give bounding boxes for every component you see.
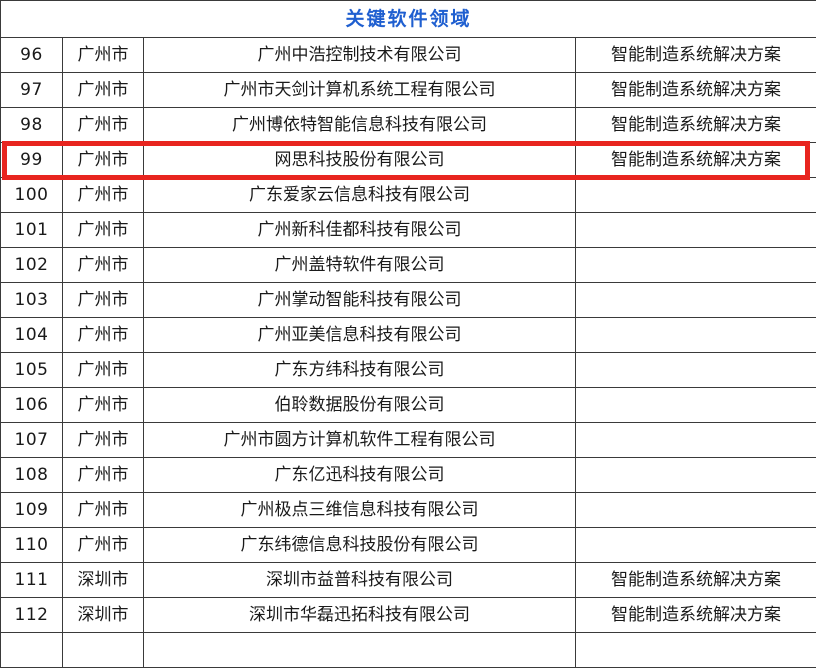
cell-company-name[interactable]: 广州博依特智能信息科技有限公司 [144, 108, 576, 143]
cell-city[interactable]: 广州市 [63, 73, 144, 108]
cell-index[interactable]: 98 [1, 108, 63, 143]
cell-company-name[interactable]: 广东方纬科技有限公司 [144, 353, 576, 388]
cell-company-name[interactable] [144, 633, 576, 668]
cell-key-software-field[interactable]: 智能制造系统解决方案 [576, 38, 816, 73]
cell-index[interactable]: 96 [1, 38, 63, 73]
cell-key-software-field[interactable]: 智能制造系统解决方案 [576, 73, 816, 108]
cell-city[interactable]: 广州市 [63, 248, 144, 283]
cell-index[interactable]: 112 [1, 598, 63, 633]
cell-key-software-field[interactable] [576, 248, 816, 283]
cell-city[interactable]: 广州市 [63, 458, 144, 493]
cell-city[interactable]: 广州市 [63, 178, 144, 213]
cell-city[interactable]: 广州市 [63, 423, 144, 458]
cell-key-software-field[interactable]: 智能制造系统解决方案 [576, 143, 816, 178]
cell-company-name[interactable]: 广东爱家云信息科技有限公司 [144, 178, 576, 213]
cell-key-software-field[interactable] [576, 283, 816, 318]
cell-company-name[interactable]: 广州新科佳都科技有限公司 [144, 213, 576, 248]
cell-company-name[interactable]: 网思科技股份有限公司 [144, 143, 576, 178]
cell-key-software-field[interactable] [576, 178, 816, 213]
cell-company-name[interactable]: 广州市天剑计算机系统工程有限公司 [144, 73, 576, 108]
cell-city[interactable]: 广州市 [63, 528, 144, 563]
cell-key-software-field[interactable]: 智能制造系统解决方案 [576, 598, 816, 633]
cell-city[interactable]: 广州市 [63, 388, 144, 423]
cell-key-software-field[interactable] [576, 633, 816, 668]
cell-key-software-field[interactable]: 智能制造系统解决方案 [576, 108, 816, 143]
cell-index[interactable]: 101 [1, 213, 63, 248]
cell-city[interactable]: 广州市 [63, 38, 144, 73]
cell-city[interactable]: 广州市 [63, 108, 144, 143]
cell-key-software-field[interactable] [576, 388, 816, 423]
cell-key-software-field[interactable] [576, 318, 816, 353]
cell-index[interactable]: 102 [1, 248, 63, 283]
cell-city[interactable]: 广州市 [63, 283, 144, 318]
cell-index[interactable]: 106 [1, 388, 63, 423]
cell-company-name[interactable]: 广州市圆方计算机软件工程有限公司 [144, 423, 576, 458]
cell-index[interactable]: 109 [1, 493, 63, 528]
cell-company-name[interactable]: 深圳市华磊迅拓科技有限公司 [144, 598, 576, 633]
cell-city[interactable]: 广州市 [63, 318, 144, 353]
cell-company-name[interactable]: 广州极点三维信息科技有限公司 [144, 493, 576, 528]
cell-index[interactable]: 108 [1, 458, 63, 493]
cell-company-name[interactable]: 广州掌动智能科技有限公司 [144, 283, 576, 318]
cell-key-software-field[interactable] [576, 493, 816, 528]
cell-company-name[interactable]: 广东亿迅科技有限公司 [144, 458, 576, 493]
cell-index[interactable]: 99 [1, 143, 63, 178]
cell-city[interactable]: 广州市 [63, 353, 144, 388]
cell-company-name[interactable]: 广州中浩控制技术有限公司 [144, 38, 576, 73]
cell-index[interactable]: 107 [1, 423, 63, 458]
cell-index[interactable]: 100 [1, 178, 63, 213]
cell-city[interactable]: 广州市 [63, 213, 144, 248]
cell-index[interactable]: 103 [1, 283, 63, 318]
cell-key-software-field[interactable] [576, 528, 816, 563]
cell-company-name[interactable]: 广州盖特软件有限公司 [144, 248, 576, 283]
table-title-row: 关键软件领域 [1, 1, 816, 38]
cell-city[interactable]: 深圳市 [63, 563, 144, 598]
cell-city[interactable]: 深圳市 [63, 598, 144, 633]
cell-key-software-field[interactable] [576, 423, 816, 458]
table-row[interactable] [1, 633, 816, 668]
cell-company-name[interactable]: 广东纬德信息科技股份有限公司 [144, 528, 576, 563]
cell-index[interactable]: 97 [1, 73, 63, 108]
cell-city[interactable]: 广州市 [63, 143, 144, 178]
cell-key-software-field[interactable] [576, 458, 816, 493]
cell-city[interactable] [63, 633, 144, 668]
cell-company-name[interactable]: 伯聆数据股份有限公司 [144, 388, 576, 423]
cell-company-name[interactable]: 深圳市益普科技有限公司 [144, 563, 576, 598]
page-title: 关键软件领域 [1, 1, 816, 38]
cell-index[interactable] [1, 633, 63, 668]
cell-index[interactable]: 105 [1, 353, 63, 388]
cell-index[interactable]: 111 [1, 563, 63, 598]
cell-key-software-field[interactable]: 智能制造系统解决方案 [576, 563, 816, 598]
cell-index[interactable]: 104 [1, 318, 63, 353]
cell-key-software-field[interactable] [576, 213, 816, 248]
cell-index[interactable]: 110 [1, 528, 63, 563]
cell-key-software-field[interactable] [576, 353, 816, 388]
cell-company-name[interactable]: 广州亚美信息科技有限公司 [144, 318, 576, 353]
cell-city[interactable]: 广州市 [63, 493, 144, 528]
